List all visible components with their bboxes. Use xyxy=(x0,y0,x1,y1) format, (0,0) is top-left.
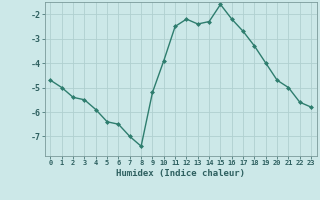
X-axis label: Humidex (Indice chaleur): Humidex (Indice chaleur) xyxy=(116,169,245,178)
